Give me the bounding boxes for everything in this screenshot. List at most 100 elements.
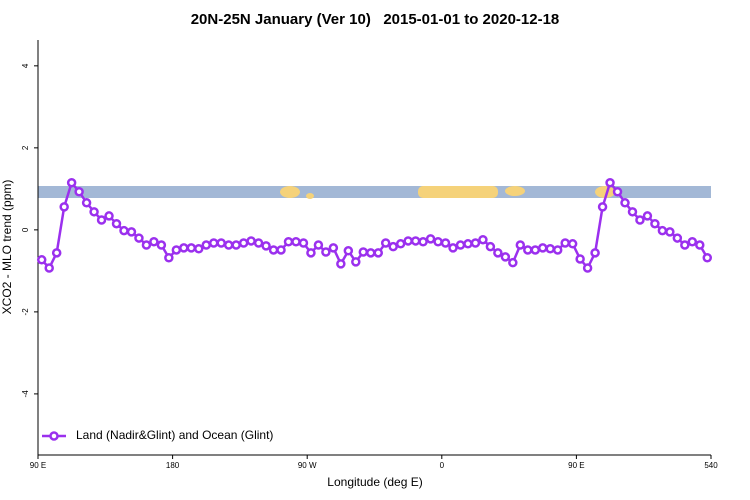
point bbox=[74, 186, 84, 197]
point bbox=[238, 238, 249, 248]
point bbox=[261, 241, 271, 251]
point bbox=[268, 245, 279, 255]
legend-marker bbox=[49, 431, 59, 441]
x-tick-label: 180 bbox=[166, 461, 180, 470]
point bbox=[538, 243, 548, 253]
point bbox=[231, 240, 241, 250]
point bbox=[590, 248, 600, 258]
x-tick-label: 90 E bbox=[568, 461, 584, 470]
point bbox=[126, 227, 137, 237]
point bbox=[328, 243, 339, 253]
point bbox=[313, 240, 324, 250]
point bbox=[111, 218, 122, 229]
point bbox=[500, 252, 511, 262]
point bbox=[216, 238, 226, 248]
y-axis-label: XCO2 - MLO trend (ppm) bbox=[0, 180, 14, 315]
x-tick-label: 90 W bbox=[298, 461, 317, 470]
point bbox=[582, 263, 593, 273]
point bbox=[418, 237, 428, 247]
point bbox=[440, 238, 451, 248]
point bbox=[358, 247, 369, 257]
chart-title: 20N-25N January (Ver 10) 2015-01-01 to 2… bbox=[191, 11, 560, 28]
point bbox=[552, 245, 563, 255]
point bbox=[321, 247, 331, 257]
point bbox=[567, 239, 578, 249]
point bbox=[665, 227, 675, 237]
point bbox=[81, 198, 92, 208]
point bbox=[650, 218, 660, 229]
point bbox=[141, 240, 152, 250]
y-tick-label: 0 bbox=[21, 227, 30, 232]
point bbox=[171, 245, 182, 255]
point bbox=[89, 207, 99, 217]
point bbox=[201, 240, 211, 250]
point bbox=[96, 215, 107, 225]
legend-label: Land (Nadir&Glint) and Ocean (Glint) bbox=[76, 428, 273, 442]
point bbox=[336, 259, 346, 269]
point bbox=[291, 237, 301, 247]
x-tick-label: 90 E bbox=[30, 461, 46, 470]
point bbox=[306, 248, 316, 258]
point bbox=[485, 241, 496, 252]
point bbox=[283, 237, 294, 247]
point bbox=[560, 238, 570, 248]
point bbox=[403, 236, 413, 246]
point bbox=[351, 257, 361, 267]
point bbox=[433, 237, 443, 247]
point bbox=[66, 177, 77, 188]
point bbox=[194, 243, 204, 254]
point bbox=[366, 248, 376, 258]
point bbox=[246, 236, 256, 246]
legend: Land (Nadir&Glint) and Ocean (Glint) bbox=[42, 428, 273, 442]
point bbox=[515, 240, 526, 250]
point bbox=[44, 263, 54, 273]
point bbox=[134, 233, 144, 243]
point bbox=[104, 211, 114, 221]
point bbox=[455, 240, 466, 250]
point bbox=[388, 241, 398, 252]
point bbox=[380, 238, 391, 248]
point bbox=[470, 238, 481, 248]
point bbox=[373, 248, 383, 258]
point bbox=[545, 243, 555, 254]
point bbox=[253, 238, 264, 248]
y-tick-label: -2 bbox=[21, 308, 30, 316]
point bbox=[612, 186, 623, 197]
point bbox=[410, 236, 421, 246]
x-tick-label: 0 bbox=[440, 461, 445, 470]
point bbox=[223, 240, 234, 250]
point bbox=[493, 248, 503, 258]
point bbox=[530, 245, 541, 255]
point bbox=[395, 239, 406, 249]
point bbox=[179, 243, 189, 253]
point bbox=[642, 211, 653, 221]
point bbox=[635, 215, 645, 225]
point bbox=[463, 239, 473, 249]
point bbox=[680, 240, 690, 250]
point bbox=[695, 240, 705, 250]
point bbox=[687, 237, 698, 247]
x-axis-label: Longitude (deg E) bbox=[327, 475, 422, 489]
point bbox=[343, 246, 354, 256]
point bbox=[164, 253, 174, 263]
point bbox=[51, 248, 62, 258]
point bbox=[672, 233, 683, 243]
point bbox=[186, 243, 197, 253]
point bbox=[276, 245, 286, 255]
point bbox=[298, 238, 309, 248]
point bbox=[59, 202, 69, 212]
point bbox=[597, 202, 608, 212]
point bbox=[575, 254, 585, 264]
point bbox=[448, 243, 458, 253]
y-tick-label: 2 bbox=[21, 145, 30, 150]
y-tick-label: -4 bbox=[21, 390, 30, 398]
point bbox=[119, 225, 129, 236]
point bbox=[149, 237, 159, 247]
point bbox=[627, 207, 638, 217]
point bbox=[620, 198, 630, 208]
point bbox=[156, 240, 167, 250]
point bbox=[605, 177, 615, 188]
point bbox=[702, 253, 713, 263]
x-tick-label: 540 bbox=[704, 461, 718, 470]
